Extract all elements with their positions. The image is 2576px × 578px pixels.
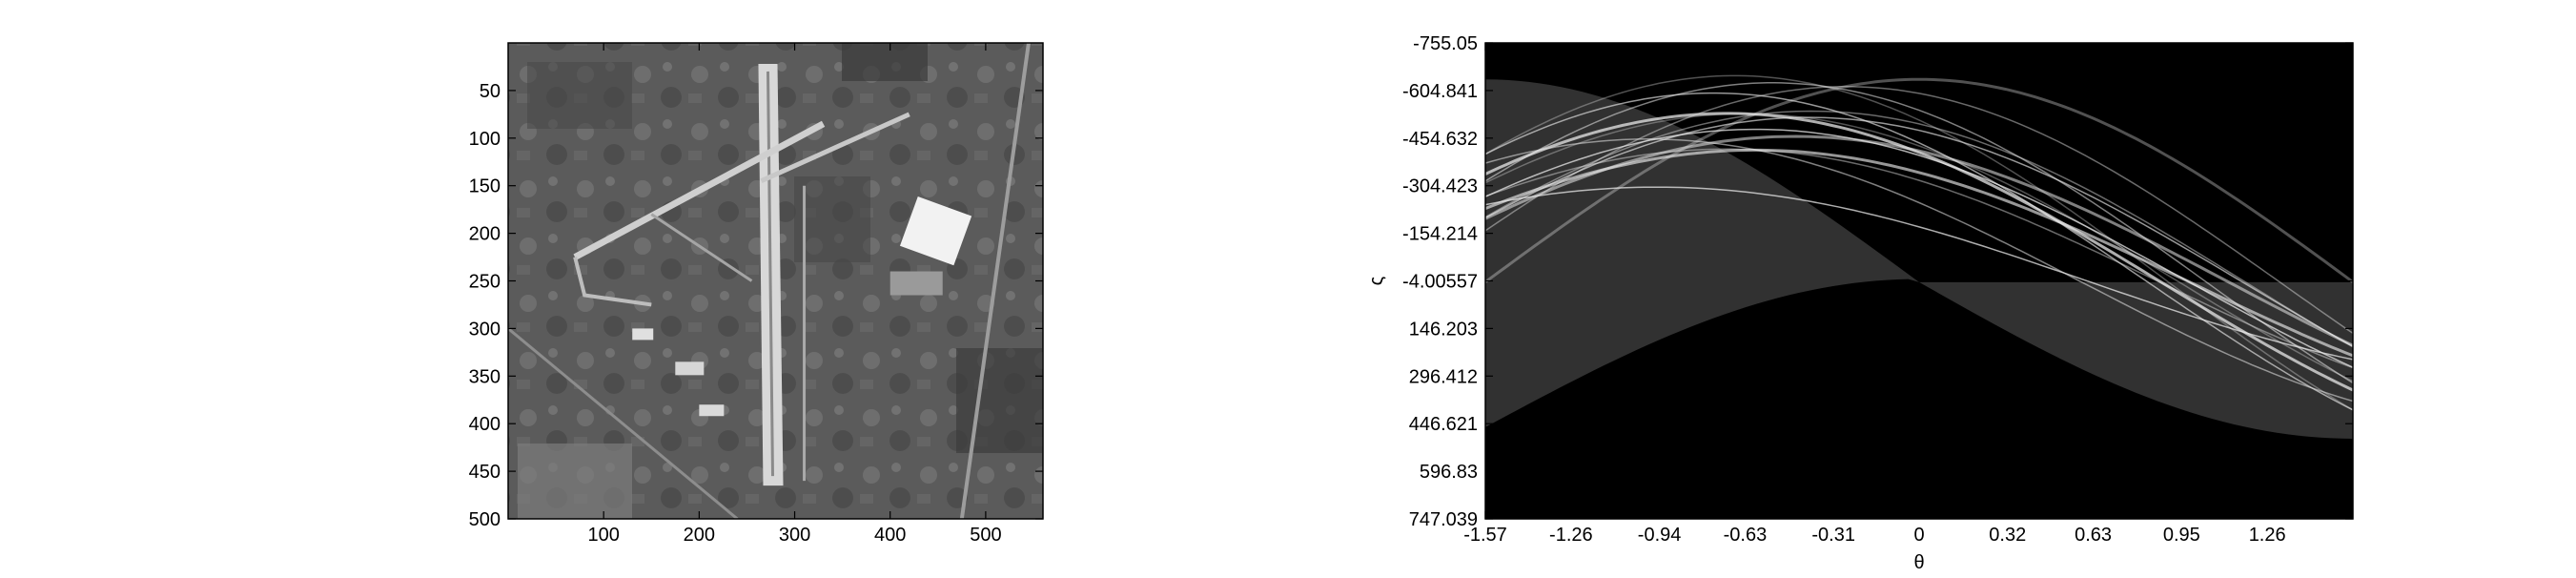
y-tick-label: 450 — [469, 462, 501, 483]
y-tick-label: 296.412 — [1409, 366, 1478, 387]
image-building — [675, 361, 704, 375]
y-tick-label: 400 — [469, 414, 501, 435]
x-tick-label: 200 — [684, 525, 715, 546]
x-tick-label: 0.32 — [1989, 525, 2026, 546]
x-tick-label: 0.63 — [2075, 525, 2112, 546]
x-tick-label: -0.31 — [1811, 525, 1855, 546]
y-tick-label: 146.203 — [1409, 319, 1478, 340]
x-tick-label: 100 — [587, 525, 619, 546]
image-village — [518, 444, 632, 520]
image-woodland — [842, 43, 928, 81]
airport-image — [508, 43, 1043, 520]
image-apron — [890, 272, 943, 296]
x-tick-label: 300 — [779, 525, 810, 546]
y-tick-label: 300 — [469, 319, 501, 340]
hough-transform-plot: -1.57 -1.26 -0.94 -0.63 -0.31 0 0.32 0.63 0.95 1.… — [1288, 0, 2576, 573]
y-tick-label: -454.632 — [1402, 129, 1478, 150]
y-tick-label: -4.00557 — [1402, 271, 1478, 292]
y-axis-label: ς — [1366, 276, 1387, 285]
image-woodland — [956, 348, 1042, 453]
y-tick-label: 446.621 — [1409, 414, 1478, 435]
y-tick-label: 350 — [469, 366, 501, 387]
y-tick-label: 150 — [469, 176, 501, 197]
x-tick-label: -0.94 — [1638, 525, 1682, 546]
y-tick-label: -604.841 — [1402, 81, 1478, 102]
x-tick-label: -0.63 — [1724, 525, 1768, 546]
y-tick-label: 500 — [469, 509, 501, 530]
airport-image-panel: 100 200 300 400 500 50 100 150 200 250 300 350 400 45… — [0, 0, 1288, 573]
airport-image-plot: 100 200 300 400 500 50 100 150 200 250 300 350 400 45… — [0, 0, 1288, 573]
x-tick-label: 400 — [874, 525, 906, 546]
y-tick-label: 50 — [480, 81, 501, 102]
x-axis-label: θ — [1913, 552, 1924, 573]
x-tick-label: 0 — [1913, 525, 1924, 546]
y-tick-label: -755.05 — [1413, 33, 1478, 54]
x-tick-label: 500 — [970, 525, 1001, 546]
image-building — [699, 404, 724, 416]
x-tick-label: -1.26 — [1549, 525, 1593, 546]
y-tick-label: 200 — [469, 224, 501, 245]
y-tick-label: -154.214 — [1402, 224, 1478, 245]
y-tick-label: -304.423 — [1402, 176, 1478, 197]
x-tick-label: 0.95 — [2163, 525, 2200, 546]
y-tick-label: 747.039 — [1409, 509, 1478, 530]
y-tick-label: 250 — [469, 272, 501, 293]
y-tick-label: 100 — [469, 129, 501, 150]
x-tick-label: 1.26 — [2249, 525, 2286, 546]
hough-image — [1485, 43, 2353, 519]
y-tick-label: 596.83 — [1420, 462, 1478, 483]
image-building — [632, 328, 653, 340]
hough-transform-panel: -1.57 -1.26 -0.94 -0.63 -0.31 0 0.32 0.63 0.95 1.… — [1288, 0, 2576, 573]
image-field — [527, 62, 632, 129]
